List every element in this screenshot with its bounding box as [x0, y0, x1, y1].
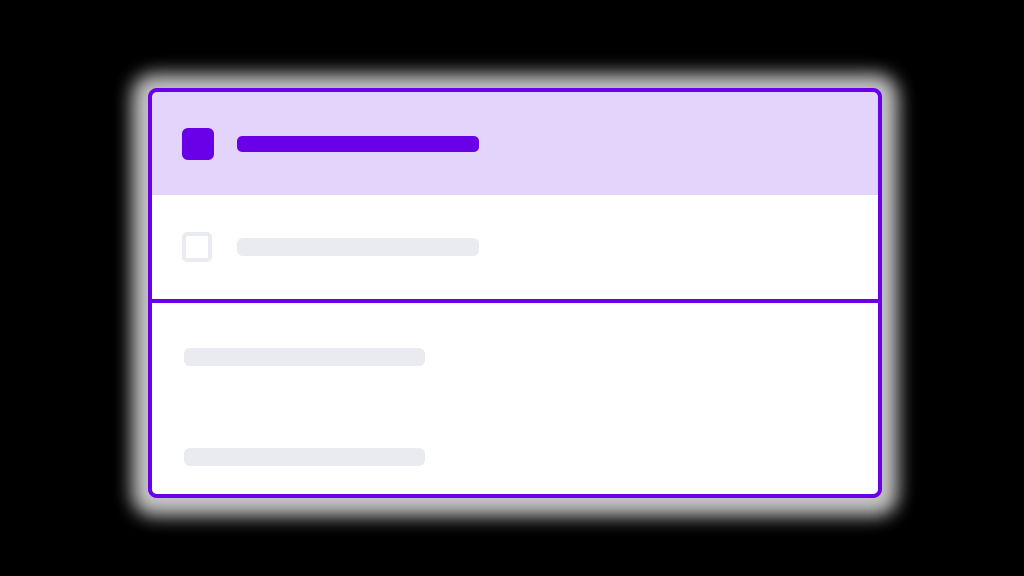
card-body	[152, 303, 878, 494]
checkbox-label-placeholder-bar	[237, 238, 479, 256]
body-placeholder-bar	[184, 448, 425, 466]
section-divider	[152, 299, 878, 303]
header-title-placeholder-bar	[237, 135, 479, 152]
skeleton-card	[148, 88, 882, 498]
card-header	[152, 92, 878, 195]
filled-square-icon	[182, 127, 214, 160]
body-placeholder-bar	[184, 348, 425, 366]
checkbox-row[interactable]	[152, 195, 878, 299]
checkbox-unchecked-icon[interactable]	[182, 232, 212, 262]
